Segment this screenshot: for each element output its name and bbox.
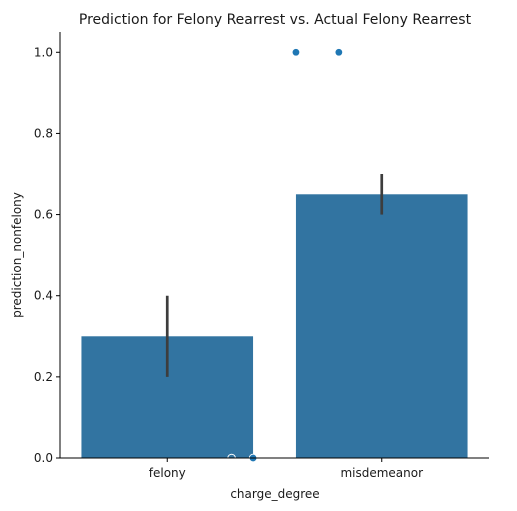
y-tick-label: 1.0 [34, 45, 53, 59]
x-tick-label-misdemeanor: misdemeanor [340, 466, 423, 480]
errorbars-layer [165, 174, 384, 377]
chart-title: Prediction for Felony Rearrest vs. Actua… [79, 12, 472, 28]
x-tick-label-felony: felony [149, 466, 186, 480]
y-ticks: 0.0 0.2 0.4 0.6 0.8 1.0 [34, 45, 60, 465]
x-ticks: felony misdemeanor [149, 458, 423, 480]
y-tick-label: 0.2 [34, 370, 53, 384]
data-point-misdemeanor [291, 48, 301, 57]
y-tick-label: 0.0 [34, 451, 53, 465]
bars-layer [81, 194, 468, 459]
bar-misdemeanor [295, 194, 468, 459]
y-tick-label: 0.6 [34, 208, 53, 222]
axes-layer [59, 32, 489, 459]
y-axis-label: prediction_nonfelony [10, 192, 24, 318]
data-point-misdemeanor [334, 48, 344, 57]
y-tick-label: 0.4 [34, 289, 53, 303]
y-tick-label: 0.8 [34, 126, 53, 140]
x-axis-label: charge_degree [230, 487, 319, 501]
